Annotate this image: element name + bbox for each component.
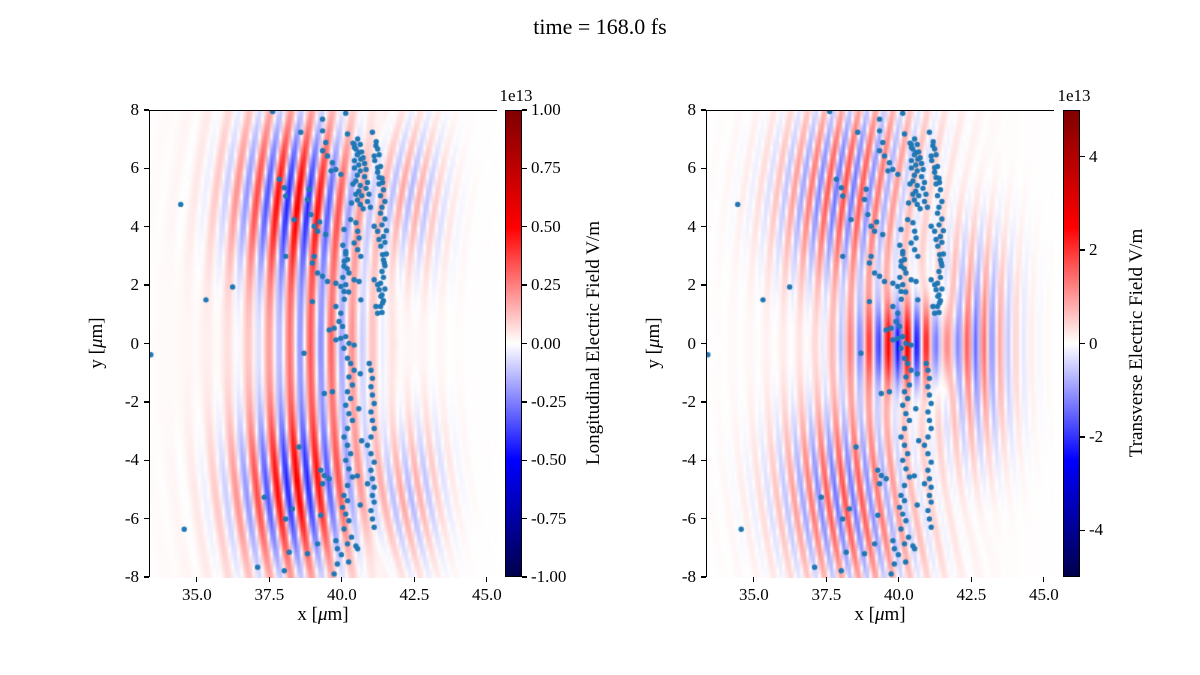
y-tick-label: -6 xyxy=(681,508,696,528)
right-x-axis-label: x [μm] xyxy=(854,604,906,625)
left-colorbar-scale: 1e13 xyxy=(499,86,533,105)
y-tick xyxy=(701,576,706,578)
colorbar-tick xyxy=(1080,342,1085,345)
y-tick-label: 4 xyxy=(687,216,697,236)
y-tick xyxy=(701,167,706,170)
y-tick xyxy=(701,284,706,286)
y-tick xyxy=(701,401,706,403)
colorbar-tick-label: -0.25 xyxy=(531,391,567,411)
colorbar-tick xyxy=(522,226,527,228)
y-tick xyxy=(701,517,706,520)
y-tick-label: -4 xyxy=(681,450,696,470)
colorbar-tick xyxy=(522,167,527,170)
x-tick xyxy=(898,577,900,582)
colorbar-tick-label: -2 xyxy=(1089,426,1104,446)
colorbar-tick-label: 0.00 xyxy=(531,333,561,353)
y-tick xyxy=(144,342,149,345)
x-tick xyxy=(486,577,488,582)
right-colorbar-scale: 1e13 xyxy=(1057,86,1091,105)
colorbar-tick xyxy=(522,576,527,578)
left-plot-area xyxy=(149,110,498,578)
colorbar-tick-label: 0 xyxy=(1089,333,1098,353)
x-tick xyxy=(825,577,827,582)
colorbar-tick xyxy=(1080,529,1085,531)
colorbar-tick-label: 0.50 xyxy=(531,216,561,236)
y-tick xyxy=(144,401,149,403)
y-tick xyxy=(144,226,149,228)
colorbar-tick-label: -1.00 xyxy=(531,567,567,586)
y-tick-label: -6 xyxy=(124,508,139,528)
y-tick xyxy=(701,109,706,111)
colorbar-tick xyxy=(1080,156,1085,158)
y-tick xyxy=(144,284,149,286)
y-tick xyxy=(144,459,149,461)
colorbar-tick-label: -0.50 xyxy=(531,450,567,470)
x-tick-label: 42.5 xyxy=(956,585,987,604)
x-tick-label: 35.0 xyxy=(181,585,212,604)
colorbar-tick xyxy=(522,342,527,345)
colorbar-tick xyxy=(522,401,527,403)
y-tick-label: 4 xyxy=(130,216,140,236)
x-tick-label: 35.0 xyxy=(738,585,769,604)
x-tick xyxy=(970,577,972,582)
x-tick xyxy=(196,577,198,582)
colorbar-tick-label: 0.75 xyxy=(531,158,561,178)
x-tick-label: 45.0 xyxy=(1028,585,1059,604)
y-tick xyxy=(701,342,706,345)
y-tick-label: 8 xyxy=(687,100,697,119)
colorbar-tick-label: 2 xyxy=(1089,240,1098,260)
x-tick xyxy=(413,577,415,582)
colorbar-tick-label: 0.25 xyxy=(531,275,561,295)
y-tick-label: 2 xyxy=(130,275,140,295)
y-tick-label: 0 xyxy=(130,333,140,353)
colorbar-tick xyxy=(522,109,527,111)
left-colorbar-label: Longitudinal Electric Field V/m xyxy=(583,221,604,465)
y-tick-label: 8 xyxy=(130,100,140,119)
x-tick xyxy=(753,577,755,582)
x-tick-label: 37.5 xyxy=(254,585,285,604)
x-tick-label: 40.0 xyxy=(326,585,357,604)
x-tick-label: 40.0 xyxy=(883,585,914,604)
x-tick-label: 45.0 xyxy=(471,585,502,604)
y-tick-label: 6 xyxy=(687,158,697,178)
y-tick xyxy=(701,226,706,228)
y-tick-label: 6 xyxy=(130,158,140,178)
y-tick-label: -8 xyxy=(124,567,139,586)
y-tick-label: -2 xyxy=(681,391,696,411)
colorbar-tick-label: -0.75 xyxy=(531,508,567,528)
x-tick xyxy=(341,577,343,582)
x-tick-label: 42.5 xyxy=(399,585,430,604)
colorbar-tick xyxy=(522,284,527,286)
colorbar-tick xyxy=(1080,249,1085,251)
y-tick xyxy=(144,167,149,170)
left-field-scatter-canvas xyxy=(150,111,498,578)
x-tick xyxy=(1043,577,1045,582)
y-tick-label: -2 xyxy=(124,391,139,411)
y-tick-label: 2 xyxy=(687,275,697,295)
right-colorbar xyxy=(1063,110,1080,577)
right-plot-area xyxy=(706,110,1055,578)
right-field-scatter-canvas xyxy=(707,111,1055,578)
y-tick xyxy=(144,576,149,578)
colorbar-tick-label: 1.00 xyxy=(531,100,561,119)
colorbar-tick xyxy=(1080,436,1085,438)
y-tick-label: -8 xyxy=(681,567,696,586)
x-tick xyxy=(268,577,270,582)
y-tick-label: 0 xyxy=(687,333,697,353)
y-tick xyxy=(144,109,149,111)
y-tick xyxy=(144,517,149,520)
right-colorbar-label: Transverse Electric Field V/m xyxy=(1126,228,1147,458)
left-colorbar xyxy=(505,110,522,577)
colorbar-tick-label: -4 xyxy=(1089,520,1104,540)
colorbar-tick xyxy=(522,459,527,461)
colorbar-tick-label: 4 xyxy=(1089,146,1098,166)
left-x-axis-label: x [μm] xyxy=(297,604,349,625)
x-tick-label: 37.5 xyxy=(811,585,842,604)
y-tick xyxy=(701,459,706,461)
y-tick-label: -4 xyxy=(124,450,139,470)
figure-title: time = 168.0 fs xyxy=(533,14,667,39)
colorbar-tick xyxy=(522,517,527,520)
